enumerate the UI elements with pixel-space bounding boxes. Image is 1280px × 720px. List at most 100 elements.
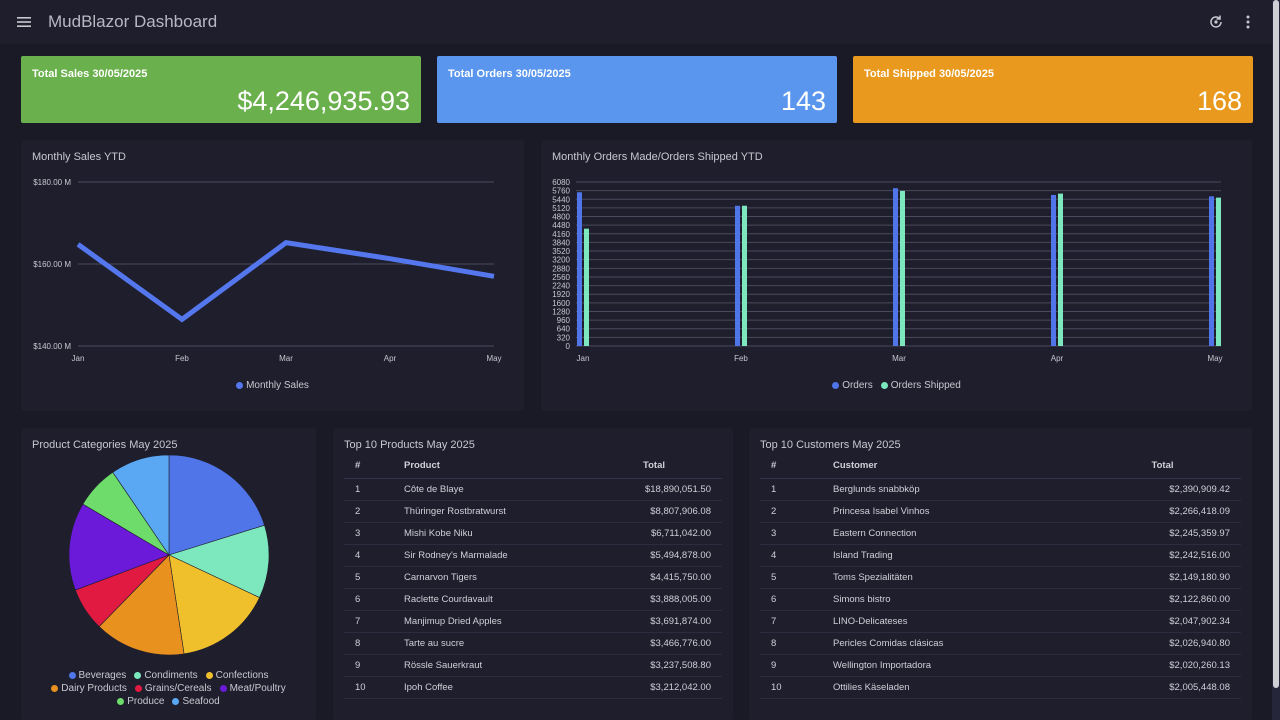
table-row[interactable]: 9 Wellington Importadora $2,020,260.13 bbox=[760, 654, 1241, 677]
series-line-monthly-sales bbox=[76, 240, 495, 323]
legend-label: Monthly Sales bbox=[246, 380, 309, 391]
bar-orders bbox=[1209, 196, 1214, 346]
table-row[interactable]: 9 Rössle Sauerkraut $3,237,508.80 bbox=[344, 654, 722, 677]
kpi-card-total-orders: Total Orders 30/05/2025 143 bbox=[437, 56, 837, 123]
legend-item[interactable]: Confections bbox=[205, 670, 268, 681]
column-header-total[interactable]: Total bbox=[1095, 454, 1241, 479]
table-row[interactable]: 6 Raclette Courdavault $3,888,005.00 bbox=[344, 588, 722, 611]
chart-legend: Beverages Condiments Confections Dairy Prod… bbox=[46, 670, 291, 707]
column-header-customer[interactable]: Customer bbox=[833, 454, 1095, 479]
sync-icon[interactable] bbox=[1202, 8, 1230, 36]
product-categories-chart bbox=[68, 454, 270, 656]
cell-rank: 1 bbox=[760, 478, 833, 501]
table-row[interactable]: 10 Ipoh Coffee $3,212,042.00 bbox=[344, 676, 722, 699]
table-header-row: # Customer Total bbox=[760, 454, 1241, 479]
legend-dot bbox=[68, 672, 76, 679]
column-header-rank[interactable]: # bbox=[760, 454, 833, 479]
column-header-rank[interactable]: # bbox=[344, 454, 404, 479]
cell-total: $2,242,516.00 bbox=[1095, 544, 1241, 567]
menu-icon[interactable] bbox=[0, 0, 48, 44]
cell-rank: 3 bbox=[344, 522, 404, 545]
table-row[interactable]: 8 Tarte au sucre $3,466,776.00 bbox=[344, 632, 722, 655]
table-row[interactable]: 3 Eastern Connection $2,245,359.97 bbox=[760, 522, 1241, 545]
table-row[interactable]: 2 Princesa Isabel Vinhos $2,266,418.09 bbox=[760, 500, 1241, 523]
column-header-product[interactable]: Product bbox=[404, 454, 597, 479]
cell-total: $3,466,776.00 bbox=[597, 632, 722, 655]
x-tick-label: May bbox=[486, 354, 501, 363]
table-row[interactable]: 1 Côte de Blaye $18,890,051.50 bbox=[344, 478, 722, 501]
y-tick-label: 320 bbox=[557, 333, 571, 342]
x-tick-label: Mar bbox=[279, 354, 293, 363]
cell-name: Berglunds snabbköp bbox=[833, 478, 1095, 501]
legend-item[interactable]: Orders bbox=[832, 380, 873, 391]
table-row[interactable]: 3 Mishi Kobe Niku $6,711,042.00 bbox=[344, 522, 722, 545]
cell-total: $2,122,860.00 bbox=[1095, 588, 1241, 611]
monthly-sales-chart: $140.00 M $160.00 M $180.00 M Jan Feb Mar Apr M… bbox=[33, 178, 501, 363]
y-tick-label: 1920 bbox=[552, 290, 570, 299]
table-row[interactable]: 7 Manjimup Dried Apples $3,691,874.00 bbox=[344, 610, 722, 633]
legend-item[interactable]: Monthly Sales bbox=[236, 380, 309, 391]
cell-rank: 7 bbox=[344, 610, 404, 633]
chart-legend: Monthly Sales bbox=[21, 380, 524, 391]
legend-item[interactable]: Condiments bbox=[134, 670, 198, 681]
cell-rank: 5 bbox=[760, 566, 833, 589]
legend-label: Produce bbox=[127, 696, 165, 707]
legend-label: Orders Shipped bbox=[890, 380, 961, 391]
legend-item[interactable]: Dairy Products bbox=[51, 683, 127, 694]
card-title: Monthly Orders Made/Orders Shipped YTD bbox=[552, 151, 763, 163]
cell-name: Raclette Courdavault bbox=[404, 588, 597, 611]
bar-orders-shipped bbox=[900, 190, 905, 346]
table-row[interactable]: 4 Island Trading $2,242,516.00 bbox=[760, 544, 1241, 567]
bar-orders-shipped bbox=[584, 228, 589, 346]
column-header-total[interactable]: Total bbox=[597, 454, 722, 479]
cell-rank: 10 bbox=[344, 676, 404, 699]
cell-rank: 7 bbox=[760, 610, 833, 633]
cell-rank: 8 bbox=[760, 632, 833, 655]
more-vert-icon[interactable] bbox=[1234, 8, 1262, 36]
table-row[interactable]: 10 Ottilies Käseladen $2,005,448.08 bbox=[760, 676, 1241, 699]
legend-item[interactable]: Beverages bbox=[68, 670, 126, 681]
scrollbar-thumb[interactable] bbox=[1273, 0, 1279, 688]
y-tick-label: 5760 bbox=[552, 187, 570, 196]
cell-name: Sir Rodney's Marmalade bbox=[404, 544, 597, 567]
legend-dot bbox=[117, 698, 125, 705]
legend-item[interactable]: Seafood bbox=[172, 696, 220, 707]
cell-total: $2,020,260.13 bbox=[1095, 654, 1241, 677]
y-tick-label: 5120 bbox=[552, 204, 570, 213]
legend-item[interactable]: Grains/Cereals bbox=[134, 683, 212, 694]
table-row[interactable]: 6 Simons bistro $2,122,860.00 bbox=[760, 588, 1241, 611]
legend-item[interactable]: Orders Shipped bbox=[880, 380, 961, 391]
cell-rank: 8 bbox=[344, 632, 404, 655]
y-tick-label: 0 bbox=[566, 342, 571, 351]
x-tick-label: May bbox=[1207, 354, 1222, 363]
pie-slice bbox=[168, 554, 260, 655]
pie-slice bbox=[168, 454, 265, 556]
table-row[interactable]: 1 Berglunds snabbköp $2,390,909.42 bbox=[760, 478, 1241, 501]
table-row[interactable]: 2 Thüringer Rostbratwurst $8,807,906.08 bbox=[344, 500, 722, 523]
y-tick-label: 4800 bbox=[552, 213, 570, 222]
table-row[interactable]: 8 Pericles Comidas clásicas $2,026,940.80 bbox=[760, 632, 1241, 655]
table-row[interactable]: 7 LINO-Delicateses $2,047,902.34 bbox=[760, 610, 1241, 633]
pie-slice bbox=[98, 554, 185, 656]
cell-total: $2,390,909.42 bbox=[1095, 478, 1241, 501]
bar-orders-shipped bbox=[1058, 193, 1063, 346]
x-tick-label: Apr bbox=[1051, 354, 1064, 363]
top-products-table: # Product Total 1 Côte de Blaye $18,890,05… bbox=[344, 454, 722, 699]
y-tick-label: 2240 bbox=[552, 282, 570, 291]
y-tick-label: 4480 bbox=[552, 221, 570, 230]
kpi-value: 143 bbox=[780, 86, 826, 116]
kpi-card-total-sales: Total Sales 30/05/2025 $4,246,935.93 bbox=[21, 56, 421, 123]
cell-total: $8,807,906.08 bbox=[597, 500, 722, 523]
legend-item[interactable]: Produce bbox=[117, 696, 164, 707]
cell-name: Eastern Connection bbox=[833, 522, 1095, 545]
x-tick-label: Feb bbox=[175, 354, 189, 363]
table-row[interactable]: 5 Carnarvon Tigers $4,415,750.00 bbox=[344, 566, 722, 589]
kpi-label: Total Shipped 30/05/2025 bbox=[864, 68, 995, 80]
cell-total: $2,005,448.08 bbox=[1095, 676, 1241, 699]
cell-rank: 9 bbox=[760, 654, 833, 677]
scrollbar[interactable] bbox=[1272, 0, 1280, 720]
legend-item[interactable]: Meat/Poultry bbox=[219, 683, 286, 694]
table-row[interactable]: 5 Toms Spezialitäten $2,149,180.90 bbox=[760, 566, 1241, 589]
table-row[interactable]: 4 Sir Rodney's Marmalade $5,494,878.00 bbox=[344, 544, 722, 567]
y-tick-label: 2560 bbox=[552, 273, 570, 282]
